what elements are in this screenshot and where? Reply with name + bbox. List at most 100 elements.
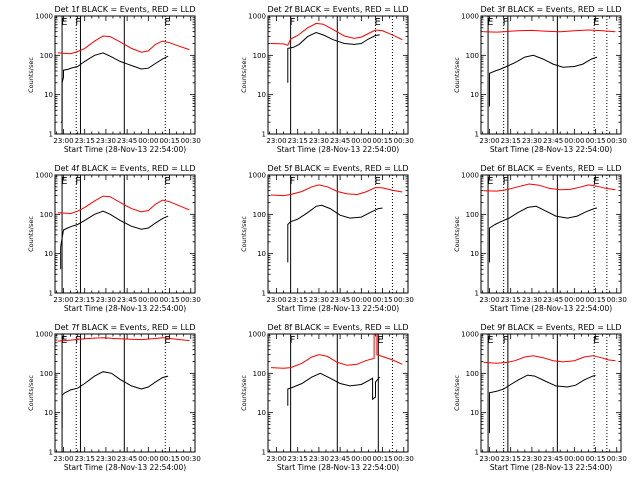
x-tick-label: 00:00 [351,455,371,463]
x-tick-label: 00:00 [564,137,584,145]
plot-frame [480,15,622,135]
y-axis-label: Counts/sec [27,57,35,93]
x-tick-label: 00:00 [138,455,158,463]
x-tick-label: 23:15 [501,137,521,145]
marker-label: E [61,176,67,187]
y-axis-label: Counts/sec [27,375,35,411]
y-tick-label: 1 [262,131,266,139]
y-tick-label: 100 [466,52,479,60]
marker-label: E [593,335,599,346]
x-tick-label: 00:00 [138,296,158,304]
x-tick-label: 23:45 [543,137,563,145]
y-tick-label: 1 [49,131,53,139]
series-events-line [287,372,381,406]
x-tick-label: 23:00 [53,137,73,145]
panel-title: Det 8f BLACK = Events, RED = LLD [267,323,408,332]
x-tick-label: 23:45 [117,137,137,145]
series-events-line [60,210,169,270]
x-axis-label: Start Time (28-Nov-13 22:54:00) [277,145,399,154]
x-tick-label: 23:45 [543,455,563,463]
series-lld-line [483,355,616,364]
marker-label: F [503,17,509,28]
y-tick-label: 1 [262,449,266,457]
panel-det-5f: Det 5f BLACK = Events, RED = LLD F E 1 10 100… [240,164,414,313]
marker-label: F [503,335,509,346]
x-tick-label: 00:30 [181,296,201,304]
y-tick-label: 100 [253,211,266,219]
plot-frame [267,15,409,135]
marker-label: E [374,176,380,187]
x-tick-label: 23:15 [288,296,308,304]
x-tick-label: 00:00 [351,137,371,145]
x-tick-label: 23:15 [501,296,521,304]
x-tick-label: 00:15 [372,296,392,304]
y-tick-label: 100 [253,370,266,378]
y-tick-label: 100 [40,370,53,378]
y-tick-label: 1000 [461,13,479,21]
panel-title: Det 2f BLACK = Events, RED = LLD [267,5,408,14]
series-lld-line [483,183,616,192]
x-axis-label: Start Time (28-Nov-13 22:54:00) [64,463,186,472]
x-tick-label: 23:30 [96,137,116,145]
x-tick-label: 00:15 [159,455,179,463]
y-tick-label: 100 [40,211,53,219]
x-tick-label: 23:45 [330,296,350,304]
x-tick-label: 23:15 [288,137,308,145]
x-tick-label: 23:30 [309,296,329,304]
marker-label: E [164,17,170,28]
x-tick-label: 23:15 [75,455,95,463]
y-axis-label: Counts/sec [240,57,248,93]
x-tick-label: 00:15 [585,296,605,304]
panel-title: Det 7f BLACK = Events, RED = LLD [54,323,195,332]
y-tick-label: 1 [49,449,53,457]
y-tick-label: 100 [253,52,266,60]
y-tick-label: 1 [475,449,479,457]
y-tick-label: 1000 [248,13,266,21]
series-lld-line [57,195,190,215]
x-tick-label: 00:30 [607,296,627,304]
x-tick-label: 00:15 [372,137,392,145]
x-tick-label: 23:30 [522,137,542,145]
x-tick-label: 23:00 [479,296,499,304]
y-tick-label: 10 [257,409,266,417]
x-axis-label: Start Time (28-Nov-13 22:54:00) [277,463,399,472]
panel-title: Det 5f BLACK = Events, RED = LLD [267,164,408,173]
x-tick-label: 23:30 [309,455,329,463]
y-tick-label: 1000 [35,13,53,21]
x-tick-label: 23:00 [266,296,286,304]
x-tick-label: 00:15 [585,455,605,463]
x-axis-label: Start Time (28-Nov-13 22:54:00) [490,463,612,472]
series-events-line [287,31,380,83]
y-axis-label: Counts/sec [453,375,461,411]
x-axis-label: Start Time (28-Nov-13 22:54:00) [64,145,186,154]
plot-frame [54,333,196,453]
x-tick-label: 00:15 [372,455,392,463]
panel-title: Det 1f BLACK = Events, RED = LLD [54,5,195,14]
y-tick-label: 10 [470,91,479,99]
series-lld-line [57,35,190,55]
y-axis-label: Counts/sec [453,216,461,252]
x-axis-label: Start Time (28-Nov-13 22:54:00) [490,304,612,313]
marker-label: F [75,17,81,28]
y-axis-label: Counts/sec [453,57,461,93]
series-events-line [489,205,598,263]
x-tick-label: 23:15 [288,455,308,463]
x-tick-label: 23:15 [75,296,95,304]
x-tick-label: 23:45 [330,455,350,463]
x-tick-label: 00:00 [351,296,371,304]
x-tick-label: 23:00 [266,455,286,463]
marker-label: E [593,17,599,28]
marker-label: F [290,176,296,187]
series-events-line [61,371,169,429]
y-tick-label: 1000 [461,331,479,339]
x-tick-label: 23:30 [309,137,329,145]
x-tick-label: 00:30 [394,137,414,145]
x-tick-label: 00:15 [159,137,179,145]
x-tick-label: 23:15 [75,137,95,145]
series-lld-line [270,184,403,197]
